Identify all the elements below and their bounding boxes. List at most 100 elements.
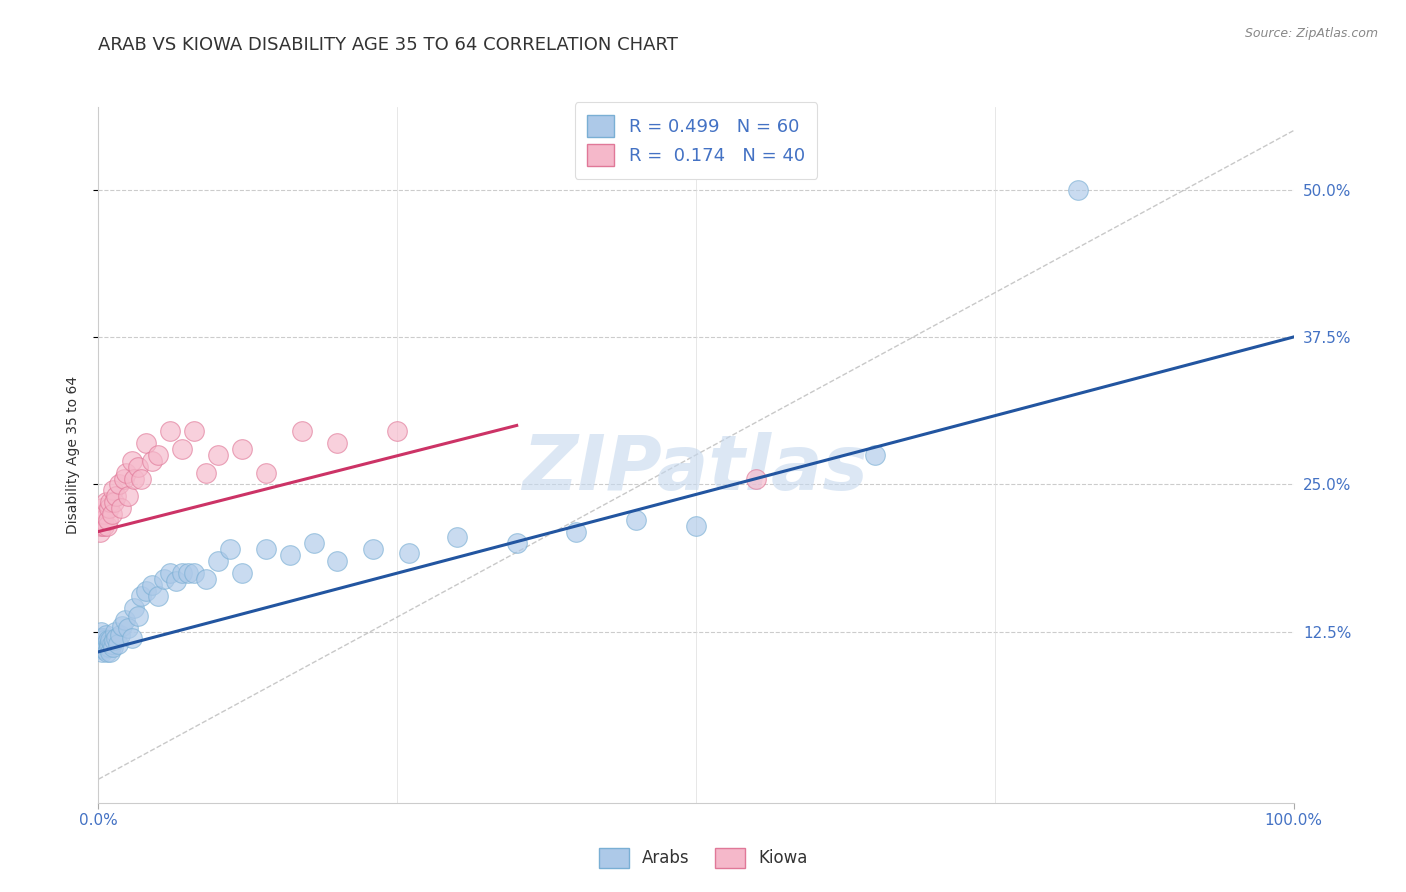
Point [148, 590, 170, 604]
Point [121, 631, 143, 645]
Point [254, 466, 277, 480]
Point [219, 542, 242, 557]
Point [291, 425, 314, 439]
Point [93, 642, 115, 657]
Point [506, 536, 529, 550]
Point [231, 566, 253, 580]
Point [115, 466, 138, 480]
Point [91, 633, 114, 648]
Point [131, 471, 153, 485]
Text: ZIPatlas: ZIPatlas [523, 432, 869, 506]
Point [135, 436, 157, 450]
Point [446, 531, 468, 545]
Point [121, 454, 143, 468]
Point [104, 624, 127, 639]
Point [626, 513, 648, 527]
Point [105, 631, 128, 645]
Point [103, 633, 125, 648]
Point [183, 425, 205, 439]
Point [114, 613, 136, 627]
Point [91, 631, 114, 645]
Point [172, 442, 194, 456]
Point [326, 436, 349, 450]
Legend: Arabs, Kiowa: Arabs, Kiowa [592, 841, 814, 875]
Point [111, 619, 134, 633]
Point [207, 554, 229, 568]
Point [89, 631, 111, 645]
Point [89, 637, 111, 651]
Point [112, 471, 135, 485]
Point [91, 507, 114, 521]
Point [302, 536, 325, 550]
Point [94, 637, 117, 651]
Point [231, 442, 253, 456]
Point [363, 542, 385, 557]
Point [117, 489, 139, 503]
Point [745, 471, 768, 485]
Point [89, 513, 111, 527]
Point [94, 628, 117, 642]
Point [96, 518, 118, 533]
Point [127, 459, 149, 474]
Point [254, 542, 277, 557]
Point [195, 466, 218, 480]
Point [93, 633, 115, 648]
Point [97, 513, 120, 527]
Point [93, 518, 115, 533]
Text: ARAB VS KIOWA DISABILITY AGE 35 TO 64 CORRELATION CHART: ARAB VS KIOWA DISABILITY AGE 35 TO 64 CO… [98, 36, 678, 54]
Point [124, 471, 146, 485]
Point [90, 642, 112, 657]
Point [207, 448, 229, 462]
Point [100, 507, 122, 521]
Point [90, 624, 112, 639]
Point [101, 483, 124, 498]
Point [565, 524, 588, 539]
Point [685, 518, 707, 533]
Point [278, 548, 301, 562]
Point [90, 518, 112, 533]
Point [1067, 183, 1090, 197]
Point [127, 609, 149, 624]
Point [91, 500, 114, 515]
Point [91, 645, 114, 659]
Point [100, 637, 122, 651]
Point [159, 425, 181, 439]
Point [107, 637, 129, 651]
Point [117, 621, 139, 635]
Point [865, 448, 887, 462]
Point [103, 495, 125, 509]
Point [96, 640, 118, 654]
Point [183, 566, 205, 580]
Point [98, 495, 122, 509]
Point [124, 601, 146, 615]
Legend: R = 0.499   N = 60, R =  0.174   N = 40: R = 0.499 N = 60, R = 0.174 N = 40 [575, 103, 817, 178]
Point [105, 489, 128, 503]
Text: Source: ZipAtlas.com: Source: ZipAtlas.com [1244, 27, 1378, 40]
Point [110, 500, 132, 515]
Y-axis label: Disability Age 35 to 64: Disability Age 35 to 64 [66, 376, 80, 534]
Point [398, 546, 420, 560]
Point [94, 495, 117, 509]
Point [172, 566, 194, 580]
Point [101, 640, 124, 654]
Point [98, 640, 121, 654]
Point [165, 574, 187, 588]
Point [108, 628, 131, 642]
Point [326, 554, 349, 568]
Point [159, 566, 181, 580]
Point [385, 425, 409, 439]
Point [177, 566, 200, 580]
Point [98, 500, 121, 515]
Point [91, 513, 114, 527]
Point [107, 477, 129, 491]
Point [141, 454, 163, 468]
Point [93, 507, 115, 521]
Point [131, 590, 153, 604]
Point [91, 640, 114, 654]
Point [97, 633, 120, 648]
Point [98, 637, 121, 651]
Point [148, 448, 170, 462]
Point [98, 645, 122, 659]
Point [93, 637, 115, 651]
Point [141, 577, 163, 591]
